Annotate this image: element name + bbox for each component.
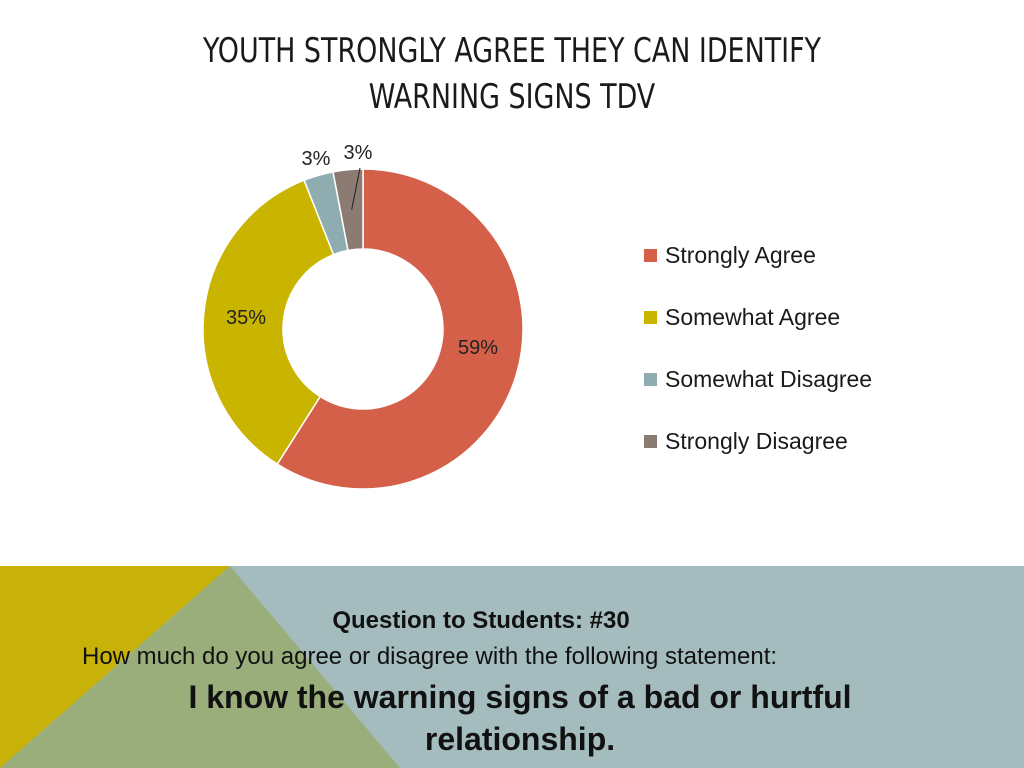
donut-labels: 59% 35% 3% 3%	[226, 142, 498, 359]
legend-swatch	[644, 248, 657, 262]
legend-item-strongly-agree: Strongly Agree	[644, 224, 872, 286]
data-label-strongly-agree: 59%	[458, 337, 498, 359]
banner-green-triangle	[0, 566, 400, 768]
question-statement: I know the warning signs of a bad or hur…	[188, 679, 852, 757]
slide-title-line-1: YOUTH STRONGLY AGREE THEY CAN IDENTIFY	[203, 31, 821, 71]
question-prompt: How much do you agree or disagree with t…	[82, 643, 778, 670]
question-title: Question to Students: #30	[332, 607, 630, 634]
slide-title: YOUTH STRONGLY AGREE THEY CAN IDENTIFY W…	[61, 28, 962, 120]
legend-swatch	[644, 372, 657, 386]
donut-slice-strongly-agree	[276, 168, 524, 490]
donut-slices	[202, 168, 524, 490]
question-banner: Question to Students: #30 How much do yo…	[0, 566, 1024, 768]
legend-label: Somewhat Agree	[665, 303, 841, 330]
question-text: Question to Students: #30 How much do yo…	[0, 566, 1024, 768]
legend-label: Strongly Agree	[665, 241, 816, 268]
chart-legend: Strongly Agree Somewhat Agree Somewhat Dis…	[644, 224, 872, 472]
donut-chart: 59% 35% 3% 3%	[202, 142, 524, 490]
banner-background	[0, 566, 1024, 768]
legend-label: Strongly Disagree	[665, 427, 848, 454]
donut-slice-somewhat-agree	[202, 179, 335, 466]
leader-line	[351, 167, 361, 210]
legend-label: Somewhat Disagree	[665, 365, 873, 392]
data-label-strongly-disagree: 3%	[344, 142, 373, 164]
data-label-somewhat-disagree: 3%	[302, 148, 331, 170]
legend-swatch	[644, 434, 657, 448]
legend-item-strongly-disagree: Strongly Disagree	[644, 410, 872, 472]
data-label-somewhat-agree: 35%	[226, 307, 266, 329]
legend-item-somewhat-disagree: Somewhat Disagree	[644, 348, 872, 410]
legend-item-somewhat-agree: Somewhat Agree	[644, 286, 872, 348]
legend-swatch	[644, 310, 657, 324]
slide-title-line-2: WARNING SIGNS TDV	[368, 77, 656, 117]
